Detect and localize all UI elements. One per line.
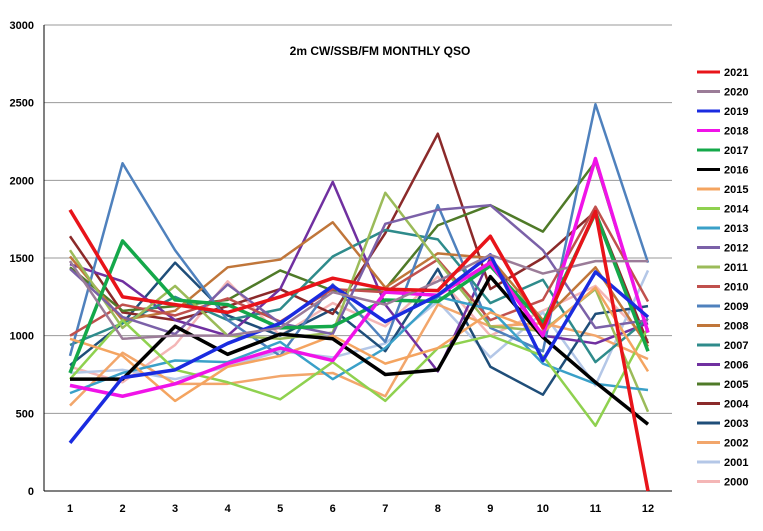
legend-label: 2011 bbox=[724, 262, 748, 274]
legend-entry-2021: 2021 bbox=[697, 67, 748, 79]
legend-entry-2002: 2002 bbox=[697, 438, 748, 450]
legend-label: 2017 bbox=[724, 145, 748, 157]
chart-title: 2m CW/SSB/FM MONTHLY QSO bbox=[290, 44, 471, 58]
y-tick-label: 1500 bbox=[10, 253, 34, 265]
legend-label: 2002 bbox=[724, 438, 748, 450]
y-tick-label: 3000 bbox=[10, 20, 34, 32]
legend-entry-2017: 2017 bbox=[697, 145, 748, 157]
series-lines bbox=[68, 102, 650, 492]
x-tick-label: 9 bbox=[487, 503, 493, 515]
legend-entry-2019: 2019 bbox=[697, 106, 748, 118]
x-tick-label: 5 bbox=[277, 503, 283, 515]
legend-entry-2003: 2003 bbox=[697, 418, 748, 430]
legend-label: 2006 bbox=[724, 360, 748, 372]
legend-entry-2018: 2018 bbox=[697, 126, 748, 138]
x-tick-label: 7 bbox=[382, 503, 388, 515]
legend-entry-2011: 2011 bbox=[697, 262, 748, 274]
legend-entry-2009: 2009 bbox=[697, 301, 748, 313]
gridlines bbox=[43, 24, 672, 492]
series-line-2020 bbox=[68, 253, 648, 341]
series-line-2012 bbox=[69, 203, 649, 336]
legend-entry-2004: 2004 bbox=[697, 399, 749, 411]
legend-label: 2003 bbox=[724, 418, 748, 430]
legend-label: 2015 bbox=[724, 184, 748, 196]
legend-entry-2006: 2006 bbox=[697, 360, 748, 372]
legend-entry-2016: 2016 bbox=[697, 165, 748, 177]
legend-label: 2000 bbox=[724, 477, 748, 489]
legend-label: 2001 bbox=[724, 457, 748, 469]
legend-label: 2010 bbox=[724, 282, 748, 294]
legend-label: 2013 bbox=[724, 223, 748, 235]
y-tick-label: 500 bbox=[16, 408, 34, 420]
x-tick-label: 6 bbox=[330, 503, 336, 515]
series-line-2014 bbox=[69, 318, 650, 428]
y-tick-label: 2000 bbox=[10, 175, 34, 187]
legend-label: 2021 bbox=[724, 67, 748, 79]
legend-entry-2013: 2013 bbox=[697, 223, 748, 235]
y-tick-label: 1000 bbox=[10, 331, 34, 343]
legend: 2021 2020 2019 2018 2017 2016 2015 2014 2013 2012… bbox=[697, 67, 749, 489]
series-line-2019 bbox=[68, 253, 650, 444]
x-tick-label: 4 bbox=[225, 503, 232, 515]
legend-label: 2012 bbox=[724, 243, 748, 255]
legend-entry-2000: 2000 bbox=[697, 477, 748, 489]
legend-entry-2014: 2014 bbox=[697, 204, 749, 216]
legend-entry-2007: 2007 bbox=[697, 340, 748, 352]
legend-label: 2019 bbox=[724, 106, 748, 118]
legend-label: 2016 bbox=[724, 165, 748, 177]
legend-label: 2007 bbox=[724, 340, 748, 352]
x-axis-ticks: 1 2 3 4 5 6 7 8 9 10 11 12 bbox=[67, 503, 654, 515]
series-line-2015 bbox=[69, 286, 650, 403]
legend-label: 2004 bbox=[724, 399, 749, 411]
series-line-2010 bbox=[69, 205, 650, 337]
legend-entry-2012: 2012 bbox=[697, 243, 748, 255]
series-line-2007 bbox=[69, 228, 649, 364]
legend-entry-2020: 2020 bbox=[697, 87, 748, 99]
x-tick-label: 1 bbox=[67, 503, 73, 515]
x-tick-label: 2 bbox=[119, 503, 125, 515]
y-tick-label: 2500 bbox=[10, 98, 34, 110]
y-axis-ticks: 0 500 1000 1500 2000 2500 3000 bbox=[10, 20, 34, 498]
legend-label: 2008 bbox=[724, 321, 748, 333]
x-tick-label: 10 bbox=[537, 503, 549, 515]
legend-entry-2001: 2001 bbox=[697, 457, 748, 469]
x-tick-label: 11 bbox=[590, 503, 602, 515]
legend-entry-2015: 2015 bbox=[697, 184, 748, 196]
legend-entry-2010: 2010 bbox=[697, 282, 748, 294]
series-line-2003 bbox=[69, 261, 649, 396]
legend-entry-2005: 2005 bbox=[697, 379, 748, 391]
series-line-2021 bbox=[68, 208, 650, 492]
y-tick-label: 0 bbox=[28, 486, 34, 498]
legend-label: 2009 bbox=[724, 301, 748, 313]
legend-entry-2008: 2008 bbox=[697, 321, 748, 333]
legend-label: 2014 bbox=[724, 204, 749, 216]
x-tick-label: 8 bbox=[435, 503, 441, 515]
legend-label: 2005 bbox=[724, 379, 748, 391]
series-line-2004 bbox=[68, 132, 650, 344]
legend-label: 2018 bbox=[724, 126, 748, 138]
legend-label: 2020 bbox=[724, 87, 748, 99]
x-tick-label: 3 bbox=[172, 503, 178, 515]
x-tick-label: 12 bbox=[642, 503, 654, 515]
